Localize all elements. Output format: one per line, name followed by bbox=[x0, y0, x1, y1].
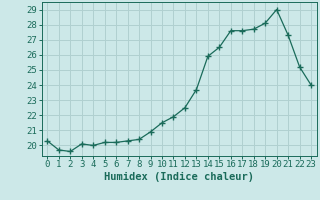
X-axis label: Humidex (Indice chaleur): Humidex (Indice chaleur) bbox=[104, 172, 254, 182]
